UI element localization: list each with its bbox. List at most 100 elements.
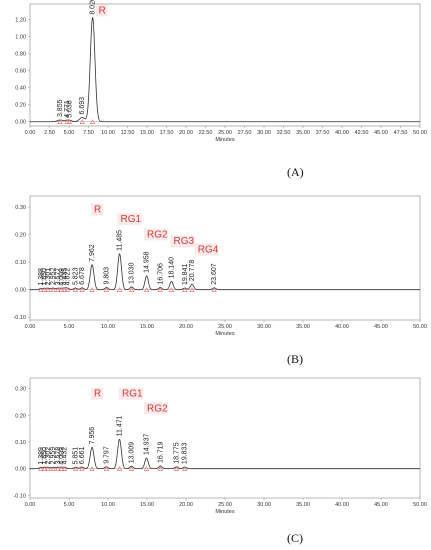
peak-rt-label: 18.140 [168,257,175,279]
peak-marker [168,287,175,292]
x-tick-label: 45.00 [374,324,388,330]
x-tick-label: 7.50 [83,130,94,136]
x-tick-label: 50.00 [413,324,427,330]
peak-rt-label: 11.485 [117,230,124,251]
x-axis-label: Minutes [215,509,235,515]
peak-marker [182,466,188,471]
compound-label-box [144,402,168,415]
x-tick-label: 25.00 [218,502,232,508]
y-tick-label: -0.10 [13,493,26,499]
x-tick-label: 40.00 [335,502,349,508]
x-tick-label: 5.00 [64,130,75,136]
compound-label: R [94,389,101,400]
chart-panel-2: 0.30 0.20 0.10 0.00 -0.10 0.00 5.00 10.00 15.00 2… [13,195,427,337]
peak-rt-label: 1.388 [38,268,45,286]
x-tick-label: 32.50 [277,130,291,136]
x-tick-label: 20.00 [179,130,193,136]
y-tick-label: -0.10 [13,315,26,321]
x-tick-label: 40.00 [335,130,349,136]
peak-rt-label: 4.009 [58,268,65,286]
peak-marker [45,466,51,471]
peak-marker [64,287,71,292]
peak-marker [57,119,63,124]
peak-marker [157,466,164,471]
peak-rt-label: 3.855 [57,99,64,117]
compound-label-box [90,387,103,400]
y-tick-label: 0.00 [15,120,26,126]
peak-marker [41,466,48,471]
y-tick-label: 0.00 [15,467,26,473]
x-tick-label: 10.00 [101,502,115,508]
y-tick-label: 0.20 [15,103,26,109]
peak-rt-label: 6.678 [79,267,86,285]
chromatogram-trace [30,253,420,291]
x-tick-label: 10.00 [101,130,115,136]
panel-label-c: (C) [287,531,303,545]
y-tick-label: 0.20 [15,233,26,239]
x-axis-label: Minutes [215,331,235,337]
peak-marker [103,287,110,292]
x-tick-label: 30.00 [257,130,271,136]
peak-rt-label: 19.841 [182,264,189,286]
chromatogram-trace [30,17,420,123]
compound-label-box [90,203,103,216]
peak-rt-label: 3.577 [55,268,62,286]
y-tick-label: 0.10 [15,440,26,446]
compound-label-box [119,387,144,400]
peak-marker [143,466,150,471]
compound-label: R [99,5,106,16]
peak-marker [55,466,61,471]
x-tick-label: 25.00 [218,324,232,330]
x-tick-label: 12.50 [121,130,135,136]
y-tick-label: 1.00 [15,34,26,40]
peak-rt-label: 2.959 [50,447,57,465]
compound-label-box [144,228,168,241]
x-tick-label: 30.00 [257,502,271,508]
y-tick-label: 0.40 [15,86,26,92]
peak-rt-label: 4.432 [62,447,69,465]
x-tick-label: 5.00 [64,502,75,508]
peak-marker [61,287,68,292]
peak-rt-label: 2.302 [45,447,52,465]
compound-label: RG1 [120,214,141,225]
x-tick-label: 35.00 [296,324,310,330]
x-tick-label: 0.00 [25,324,36,330]
panel-label-a: (A) [287,165,304,179]
peak-marker [58,466,64,471]
x-tick-label: 50.00 [413,130,427,136]
peak-rt-label: 6.693 [79,97,86,115]
peak-rt-label: 13.009 [128,442,135,464]
x-tick-label: 30.00 [257,324,271,330]
peak-marker [61,466,68,471]
x-axis-label: Minutes [215,137,235,143]
peak-rt-label: 14.937 [144,433,151,455]
x-tick-label: 35.00 [296,130,310,136]
peak-rt-label: 4.009 [58,447,65,465]
compound-label: RG2 [147,403,168,414]
peak-marker [116,287,123,292]
peak-marker [103,466,110,471]
compound-label-box [194,243,219,256]
compound-label: RG1 [122,389,143,400]
x-tick-label: 0.00 [25,130,36,136]
peak-marker [173,466,180,471]
y-tick-label: 0.60 [15,69,26,75]
x-tick-label: 42.50 [355,130,369,136]
chart-panel-3: 0.30 0.20 0.10 0.00 -0.10 0.00 5.00 10.00 15.00 2… [13,377,427,515]
x-tick-label: 2.50 [44,130,55,136]
peak-rt-label: 1.850 [41,447,48,465]
peak-marker [45,287,51,292]
peak-rt-label: 6.661 [79,446,86,464]
compound-label-box [170,235,195,248]
peak-marker [79,119,85,124]
x-tick-label: 20.00 [179,502,193,508]
peak-marker [144,287,150,292]
peak-marker [72,287,79,292]
peak-rt-label: 18.775 [173,442,180,464]
x-tick-label: 20.00 [179,324,193,330]
compound-label: RG2 [147,229,168,240]
peak-rt-label: 2.301 [45,268,52,286]
peak-rt-label: 23.607 [211,263,218,285]
x-tick-label: 35.00 [296,502,310,508]
peak-marker [55,287,61,292]
